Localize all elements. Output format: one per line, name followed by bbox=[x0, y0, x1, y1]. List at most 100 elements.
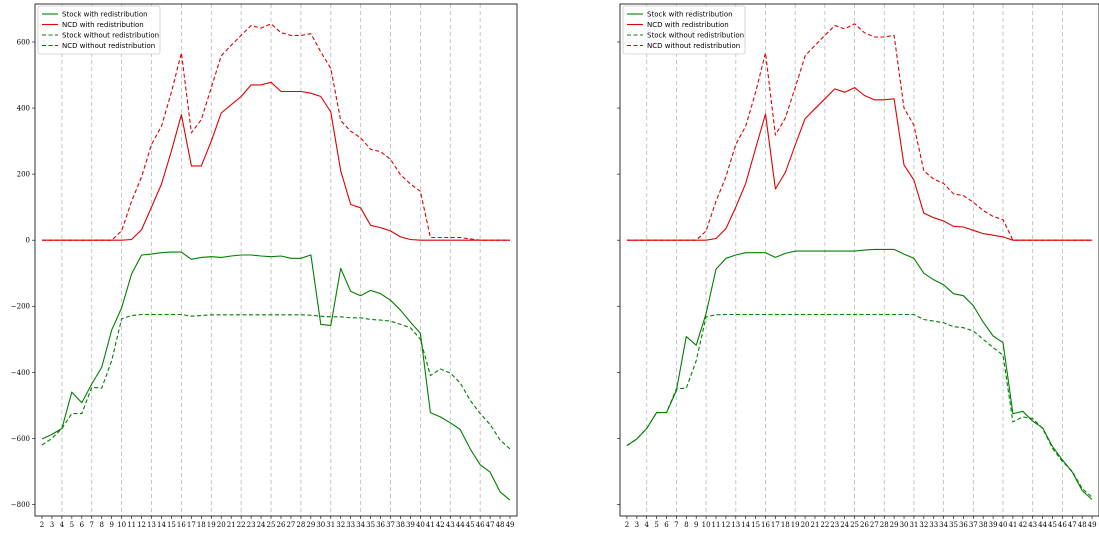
x-tick-label: 48 bbox=[1078, 521, 1087, 529]
x-tick-label: 47 bbox=[1068, 521, 1077, 529]
legend-label: NCD without redistribution bbox=[62, 42, 155, 50]
x-tick-label: 43 bbox=[1028, 521, 1037, 529]
y-tick-label: −200 bbox=[11, 303, 30, 311]
x-tick-label: 46 bbox=[476, 521, 485, 529]
x-tick-label: 39 bbox=[989, 521, 998, 529]
x-tick-label: 22 bbox=[237, 521, 246, 529]
x-tick-label: 15 bbox=[751, 521, 760, 529]
x-tick-label: 43 bbox=[446, 521, 455, 529]
x-tick-label: 15 bbox=[167, 521, 176, 529]
x-tick-label: 45 bbox=[466, 521, 475, 529]
x-tick-label: 14 bbox=[741, 521, 750, 529]
x-tick-label: 32 bbox=[336, 521, 345, 529]
y-tick-label: 400 bbox=[17, 105, 30, 113]
series-line-4 bbox=[626, 23, 1093, 241]
right-plot-panel: 2 3 4 5 6 7 8 9 10 11 12 13 14 15 16 17 18 19 20 21 22 23 24 25… bbox=[617, 3, 1099, 529]
y-tick-label: −600 bbox=[11, 435, 30, 443]
series-line-3 bbox=[41, 313, 511, 450]
x-tick-label: 42 bbox=[436, 521, 445, 529]
x-tick-label: 35 bbox=[949, 521, 958, 529]
x-tick-label: 41 bbox=[426, 521, 435, 529]
x-tick-label: 11 bbox=[127, 521, 136, 529]
x-tick-label: 8 bbox=[684, 521, 688, 529]
x-tick-label: 35 bbox=[366, 521, 375, 529]
x-tick-label: 36 bbox=[959, 521, 968, 529]
x-tick-label: 16 bbox=[761, 521, 770, 529]
x-tick-label: 13 bbox=[147, 521, 156, 529]
x-tick-label: 25 bbox=[267, 521, 276, 529]
x-tick-label: 6 bbox=[664, 521, 669, 529]
x-tick-label: 2 bbox=[40, 521, 44, 529]
x-tick-label: 30 bbox=[316, 521, 325, 529]
x-tick-label: 24 bbox=[840, 521, 849, 529]
x-tick-label: 31 bbox=[326, 521, 335, 529]
x-tick-label: 19 bbox=[207, 521, 216, 529]
x-tick-label: 9 bbox=[694, 521, 698, 529]
x-tick-label: 4 bbox=[60, 521, 65, 529]
x-tick-label: 32 bbox=[919, 521, 928, 529]
legend-label: NCD with redistribution bbox=[62, 21, 144, 29]
x-tick-label: 49 bbox=[1088, 521, 1097, 529]
x-tick-label: 7 bbox=[674, 521, 678, 529]
x-tick-label: 39 bbox=[406, 521, 415, 529]
x-tick-label: 21 bbox=[227, 521, 236, 529]
x-tick-label: 25 bbox=[850, 521, 859, 529]
x-tick-label: 46 bbox=[1058, 521, 1067, 529]
legend-label: Stock without redistribution bbox=[647, 32, 744, 40]
series-line-4 bbox=[42, 23, 510, 241]
x-tick-label: 45 bbox=[1048, 521, 1057, 529]
x-tick-label: 30 bbox=[900, 521, 909, 529]
legend-label: NCD without redistribution bbox=[647, 42, 740, 50]
x-tick-label: 6 bbox=[80, 521, 85, 529]
x-tick-label: 28 bbox=[880, 521, 889, 529]
x-tick-label: 36 bbox=[376, 521, 385, 529]
y-tick-label: 200 bbox=[17, 171, 30, 179]
y-tick-label: −800 bbox=[11, 501, 30, 509]
x-tick-label: 8 bbox=[99, 521, 103, 529]
x-tick-label: 22 bbox=[820, 521, 829, 529]
series-line-2 bbox=[626, 87, 1093, 241]
x-tick-label: 47 bbox=[486, 521, 495, 529]
x-tick-label: 37 bbox=[386, 521, 395, 529]
x-tick-label: 29 bbox=[890, 521, 899, 529]
x-tick-label: 28 bbox=[296, 521, 305, 529]
axes-frame bbox=[34, 3, 518, 517]
legend-label: Stock with redistribution bbox=[62, 11, 148, 19]
x-tick-label: 16 bbox=[177, 521, 186, 529]
x-tick-label: 34 bbox=[939, 521, 948, 529]
x-tick-label: 29 bbox=[306, 521, 315, 529]
x-tick-label: 27 bbox=[870, 521, 879, 529]
left-plot-panel: 2 3 4 5 6 7 8 9 10 11 12 13 14 15 16 17 18 19 20 21 22 23 24 25… bbox=[11, 3, 518, 529]
x-tick-label: 7 bbox=[90, 521, 94, 529]
x-tick-label: 26 bbox=[860, 521, 869, 529]
x-tick-label: 31 bbox=[909, 521, 918, 529]
x-tick-label: 18 bbox=[781, 521, 790, 529]
x-tick-label: 14 bbox=[157, 521, 166, 529]
x-tick-label: 21 bbox=[811, 521, 820, 529]
legend: Stock with redistribution NCD with redist… bbox=[37, 5, 161, 55]
x-tick-label: 33 bbox=[346, 521, 355, 529]
x-tick-label: 20 bbox=[801, 521, 810, 529]
x-tick-label: 13 bbox=[731, 521, 740, 529]
series-line-3 bbox=[626, 313, 1093, 498]
x-tick-label: 3 bbox=[50, 521, 54, 529]
x-tick-label: 10 bbox=[117, 521, 126, 529]
x-tick-label: 10 bbox=[702, 521, 711, 529]
x-tick-label: 38 bbox=[396, 521, 405, 529]
legend: Stock with redistribution NCD with redist… bbox=[622, 5, 746, 55]
x-tick-label: 2 bbox=[625, 521, 629, 529]
series-line-1 bbox=[41, 251, 511, 501]
y-tick-label: −400 bbox=[11, 369, 30, 377]
series-line-2 bbox=[42, 81, 510, 241]
series-line-1 bbox=[626, 248, 1093, 500]
x-tick-label: 26 bbox=[277, 521, 286, 529]
x-tick-label: 27 bbox=[286, 521, 295, 529]
legend-label: Stock with redistribution bbox=[647, 11, 733, 19]
x-tick-label: 49 bbox=[506, 521, 515, 529]
x-tick-label: 12 bbox=[137, 521, 146, 529]
y-tick-label: 0 bbox=[26, 237, 30, 245]
x-tick-label: 17 bbox=[771, 521, 780, 529]
x-tick-label: 17 bbox=[187, 521, 196, 529]
x-tick-label: 34 bbox=[356, 521, 365, 529]
